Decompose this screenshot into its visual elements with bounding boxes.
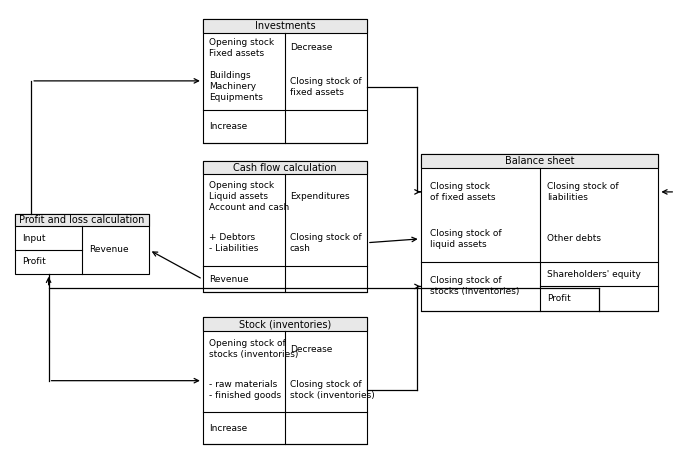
Bar — [203, 318, 367, 444]
Text: Closing stock of
stocks (inventories): Closing stock of stocks (inventories) — [430, 276, 519, 297]
Text: Revenue: Revenue — [89, 246, 128, 254]
Bar — [203, 318, 367, 332]
Text: Closing stock of
fixed assets: Closing stock of fixed assets — [290, 77, 361, 97]
Text: Revenue: Revenue — [210, 275, 249, 284]
Text: Profit and loss calculation: Profit and loss calculation — [20, 215, 145, 225]
Bar — [203, 19, 367, 143]
Text: Closing stock of
stock (inventories): Closing stock of stock (inventories) — [290, 380, 374, 400]
Bar — [420, 154, 658, 168]
Text: - raw materials
- finished goods: - raw materials - finished goods — [210, 380, 281, 400]
Text: Decrease: Decrease — [290, 345, 332, 354]
Text: Closing stock of
cash: Closing stock of cash — [290, 232, 361, 253]
Text: Increase: Increase — [210, 122, 247, 131]
Text: Other debts: Other debts — [546, 234, 601, 243]
Text: Cash flow calculation: Cash flow calculation — [233, 163, 337, 173]
Text: Profit: Profit — [22, 258, 45, 266]
Bar — [203, 161, 367, 292]
Text: Opening stock
Liquid assets
Account and cash: Opening stock Liquid assets Account and … — [210, 181, 290, 213]
Text: Increase: Increase — [210, 424, 247, 432]
Text: Opening stock of
stocks (inventories): Opening stock of stocks (inventories) — [210, 339, 299, 359]
Text: Profit: Profit — [546, 294, 570, 303]
Text: Closing stock
of fixed assets: Closing stock of fixed assets — [430, 182, 496, 202]
Text: Shareholders' equity: Shareholders' equity — [546, 270, 641, 279]
Text: Opening stock
Fixed assets: Opening stock Fixed assets — [210, 38, 275, 58]
Bar — [203, 161, 367, 174]
Bar — [15, 214, 149, 226]
Text: Buildings
Machinery
Equipments: Buildings Machinery Equipments — [210, 71, 263, 102]
Text: Closing stock of
liabilities: Closing stock of liabilities — [546, 182, 618, 202]
Text: Investments: Investments — [254, 20, 315, 31]
Text: Closing stock of
liquid assets: Closing stock of liquid assets — [430, 229, 502, 249]
Text: + Debtors
- Liabilities: + Debtors - Liabilities — [210, 232, 259, 253]
Bar — [15, 214, 149, 274]
Text: Decrease: Decrease — [290, 43, 332, 53]
Text: Balance sheet: Balance sheet — [504, 156, 574, 166]
Bar — [203, 19, 367, 33]
Text: Expenditures: Expenditures — [290, 192, 349, 201]
Text: Input: Input — [22, 233, 45, 243]
Bar — [420, 154, 658, 311]
Text: Stock (inventories): Stock (inventories) — [239, 319, 331, 329]
